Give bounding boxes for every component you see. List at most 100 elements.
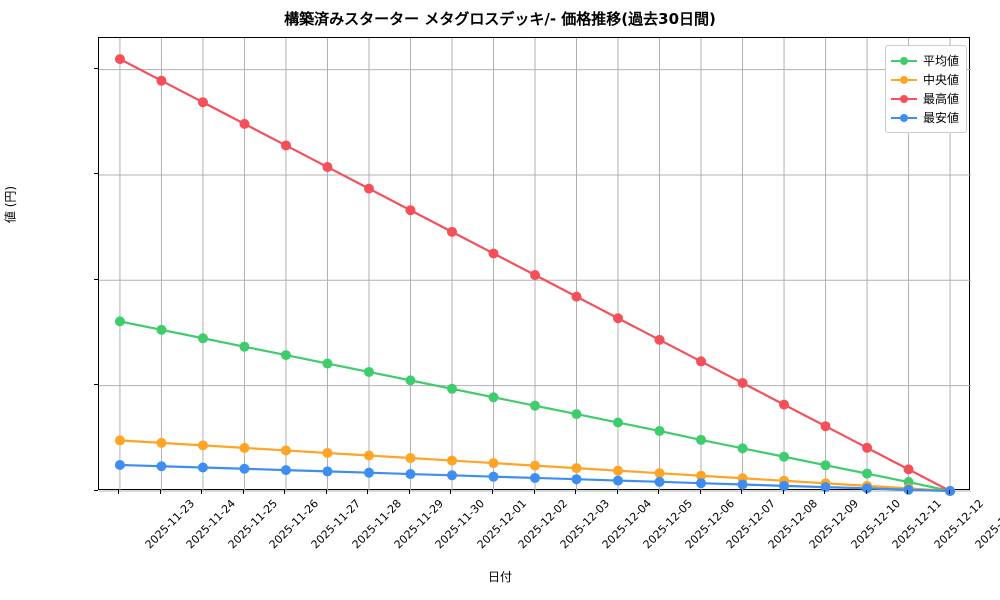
data-point [280,445,291,456]
data-point [446,226,457,237]
data-point [737,443,748,454]
legend-label: 最安値 [923,111,960,125]
data-point [322,358,333,369]
data-point [197,462,208,473]
data-point [239,463,250,474]
legend-marker-icon [891,55,917,67]
data-point [363,450,374,461]
data-point [820,460,831,471]
data-point [405,453,416,464]
legend-item-2[interactable]: 最高値 [891,89,959,108]
data-point [488,458,499,469]
legend-item-1[interactable]: 中央値 [891,70,959,89]
data-point [654,425,665,436]
data-point [114,316,125,327]
data-point [114,459,125,470]
legend-label: 最高値 [923,92,960,106]
data-point [280,465,291,476]
x-tick-mark [408,490,410,494]
y-tick-mark [94,489,98,491]
plot-area [98,37,971,496]
legend-item-0[interactable]: 平均値 [891,51,959,70]
data-point [571,463,582,474]
data-point [363,366,374,377]
data-point [322,162,333,173]
data-point [156,324,167,335]
data-point [197,333,208,344]
data-point [239,118,250,129]
data-point [654,334,665,345]
x-tick-mark [325,490,327,494]
data-point [446,470,457,481]
data-point [530,460,540,471]
y-tick-mark [94,68,98,70]
data-point [156,75,167,86]
data-point [779,451,790,462]
data-point [280,140,291,151]
data-point [696,470,707,481]
legend-marker-icon [891,93,917,105]
legend-label: 中央値 [923,73,960,87]
x-tick-mark [159,490,161,494]
data-point [322,447,333,458]
chart-title: 構築済みスターター メタグロスデッキ/- 価格推移(過去30日間) [284,10,716,28]
data-point [613,475,624,486]
legend-marker-icon [891,112,917,124]
data-point [571,409,582,420]
data-point [114,435,125,446]
data-point [197,97,208,108]
data-point [156,461,167,472]
y-tick-mark [94,384,98,386]
data-point [156,437,167,448]
data-point [654,476,665,487]
x-tick-mark [907,490,909,494]
data-point [405,375,416,386]
y-tick-mark [94,173,98,175]
x-tick-mark [782,490,784,494]
data-point [405,469,416,480]
x-tick-mark [948,490,950,494]
data-point [613,417,624,428]
data-point [446,455,457,466]
data-point [862,483,873,494]
data-point [903,464,914,475]
x-tick-mark [450,490,452,494]
data-point [571,474,582,485]
x-tick-mark [865,490,867,494]
data-point [488,392,499,403]
data-point [322,466,333,477]
data-point [114,54,125,65]
data-point [779,399,790,410]
x-tick-mark [367,490,369,494]
x-tick-mark [242,490,244,494]
data-point [737,378,748,389]
x-tick-mark [824,490,826,494]
data-point [488,471,499,482]
legend-label: 平均値 [923,54,960,68]
data-point [446,383,457,394]
legend-item-3[interactable]: 最安値 [891,108,959,127]
data-point [903,484,914,495]
x-tick-mark [533,490,535,494]
series-lines [114,54,956,496]
x-tick-mark [741,490,743,494]
x-tick-mark [575,490,576,494]
data-point [363,467,374,478]
data-point [488,248,499,259]
data-point [530,472,540,483]
data-point [696,356,707,367]
data-point [405,205,416,216]
data-point [613,465,624,476]
data-point [654,468,665,479]
data-point [280,350,291,361]
data-point [696,434,707,445]
data-point [613,313,624,324]
data-point [696,478,707,489]
data-point [363,183,374,194]
legend-marker-icon [891,74,917,86]
data-point [197,440,208,451]
x-tick-mark [616,490,618,494]
data-point [239,442,250,453]
